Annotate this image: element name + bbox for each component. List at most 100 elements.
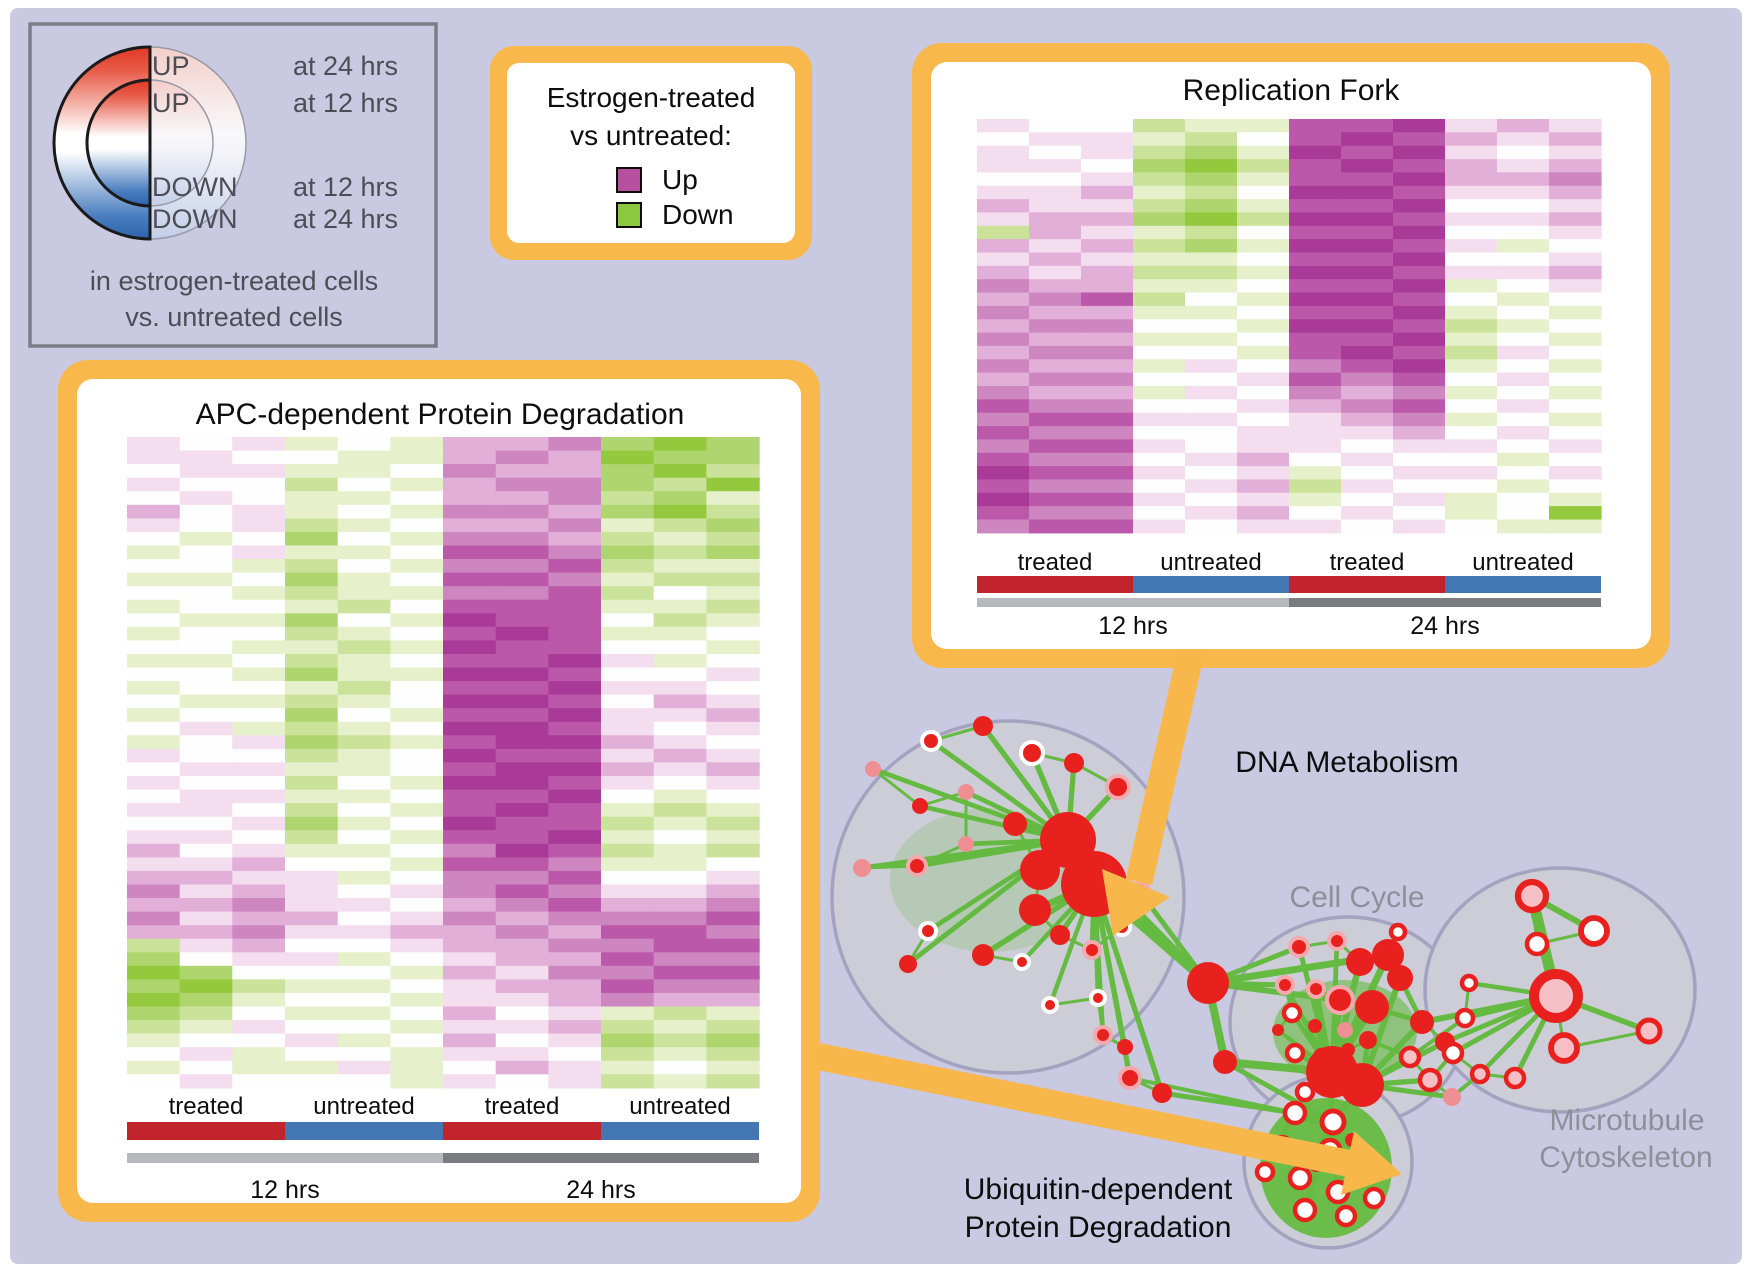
heatmap-cell — [1497, 439, 1550, 454]
heatmap-cell — [1341, 345, 1394, 360]
heatmap-cell — [1393, 252, 1446, 267]
apc-24hr-label: 24 hrs — [566, 1176, 635, 1204]
heatmap-cell — [706, 450, 760, 465]
heatmap-cell — [1081, 492, 1134, 507]
heatmap-cell — [1029, 386, 1082, 400]
heatmap-cell — [1549, 172, 1602, 187]
heatmap-cell — [127, 857, 181, 872]
heatmap-cell — [1237, 132, 1290, 147]
heatmap-cell — [337, 830, 391, 845]
network-node — [1388, 922, 1408, 942]
heatmap-cell — [337, 464, 391, 479]
rf-group-label-0: treated — [1018, 549, 1093, 576]
heatmap-cell — [1185, 399, 1238, 414]
heatmap-cell — [443, 857, 497, 872]
network-node — [1362, 1186, 1386, 1210]
heatmap-cell — [179, 748, 233, 764]
heatmap-cell — [390, 721, 444, 736]
heatmap-cell — [495, 450, 549, 465]
heatmap-cell — [232, 979, 286, 994]
heatmap-cell — [1497, 239, 1550, 253]
heatmap-cell — [1497, 185, 1550, 200]
heatmap-cell — [495, 694, 549, 709]
heatmap-cell — [548, 1006, 602, 1021]
network-node — [1325, 985, 1355, 1015]
heatmap-cell — [706, 1020, 760, 1035]
heatmap-cell — [601, 803, 655, 818]
heatmap-cell — [337, 694, 391, 709]
heatmap-cell — [127, 572, 181, 587]
heatmap-cell — [653, 803, 707, 818]
heatmap-cell — [1497, 399, 1550, 414]
heatmap-cell — [1029, 119, 1082, 133]
heatmap-cell — [285, 477, 339, 492]
heatmap-cell — [601, 857, 655, 872]
heatmap-cell — [495, 518, 549, 533]
heatmap-cell — [1289, 132, 1342, 147]
heatmap-cell — [1133, 452, 1186, 467]
heatmap-cell — [337, 898, 391, 913]
heatmap-cell — [601, 654, 655, 669]
heatmap-cell — [1289, 159, 1342, 173]
heatmap-cell — [390, 1060, 444, 1075]
heatmap-cell — [548, 884, 602, 899]
heatmap-cell — [1497, 386, 1550, 400]
network-node — [1359, 1031, 1377, 1049]
heatmap-cell — [495, 640, 549, 655]
heatmap-cell — [1237, 279, 1290, 294]
heatmap-cell — [495, 993, 549, 1008]
heatmap-cell — [179, 843, 233, 858]
heatmap-cell — [232, 464, 286, 479]
heatmap-cell — [653, 965, 707, 980]
heatmap-cell — [1133, 292, 1186, 307]
heatmap-cell — [495, 748, 549, 764]
heatmap-cell — [1133, 372, 1186, 387]
heatmap-cell — [1549, 479, 1602, 494]
heatmap-cell — [390, 613, 444, 628]
heatmap-cell — [232, 1047, 286, 1062]
heatmap-cell — [390, 586, 444, 601]
heatmap-cell — [232, 654, 286, 669]
heatmap-cell — [495, 884, 549, 899]
color-key-title2: vs untreated: — [570, 120, 732, 151]
heatmap-cell — [653, 708, 707, 723]
heatmap-cell — [337, 762, 391, 777]
heatmap-cell — [443, 721, 497, 736]
heatmap-cell — [548, 694, 602, 709]
heatmap-cell — [548, 599, 602, 614]
heatmap-cell — [285, 504, 339, 519]
heatmap-cell — [443, 952, 497, 967]
heatmap-cell — [285, 965, 339, 980]
heatmap-cell — [443, 599, 497, 614]
network-node — [1284, 1042, 1306, 1064]
heatmap-cell — [495, 572, 549, 587]
heatmap-cell — [337, 1033, 391, 1048]
heatmap-cell — [1185, 466, 1238, 480]
heatmap-cell — [653, 518, 707, 533]
heatmap-cell — [232, 477, 286, 492]
heatmap-cell — [232, 748, 286, 764]
heatmap-cell — [285, 654, 339, 669]
heatmap-cell — [285, 491, 339, 506]
heatmap-cell — [977, 372, 1030, 387]
heatmap-cell — [443, 613, 497, 628]
heatmap-cell — [706, 979, 760, 994]
heatmap-cell — [127, 965, 181, 980]
heatmap-cell — [495, 857, 549, 872]
network-node — [1118, 1066, 1142, 1090]
inner-ring-right-half — [149, 79, 214, 207]
heatmap-cell — [443, 735, 497, 750]
heatmap-cell — [1549, 332, 1602, 347]
ring-row1-dir: UP — [152, 88, 190, 118]
rf-24hr-label: 24 hrs — [1410, 612, 1479, 640]
heatmap-cell — [1185, 426, 1238, 440]
heatmap-cell — [601, 816, 655, 831]
heatmap-cell — [977, 119, 1030, 133]
heatmap-cell — [179, 599, 233, 614]
heatmap-cell — [1445, 519, 1498, 534]
heatmap-cell — [285, 762, 339, 777]
heatmap-cell — [443, 748, 497, 764]
network-node — [1275, 975, 1295, 995]
heatmap-cell — [706, 857, 760, 872]
heatmap-cell — [179, 870, 233, 886]
